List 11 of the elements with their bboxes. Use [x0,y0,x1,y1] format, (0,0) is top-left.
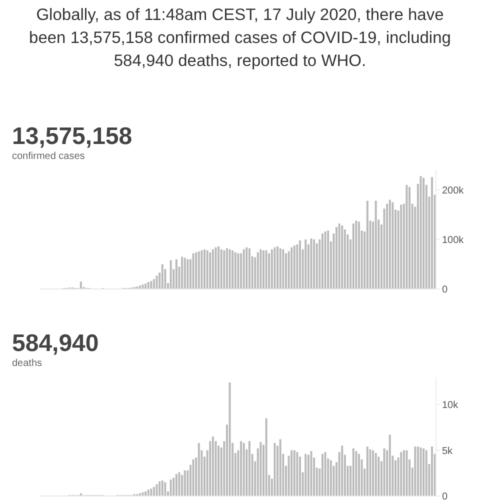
chart-subtitle: confirmed cases [12,151,86,163]
y-tick-label: 0 [442,284,448,296]
y-tick-label: 100k [442,234,465,246]
chart-subtitle: deaths [12,358,44,370]
text: Globally, as of 11:48am CEST, 17 July 2020, there have been 13,575,158 confirmed cases of COVID-19, including 584,940 deaths, reported to WHO. [28,5,452,72]
chart-title: 13,575,158 [12,123,134,151]
y-tick-label: 200k [442,185,465,196]
y-tick-label: 10k [442,400,460,412]
y-tick-label: 0 [442,492,448,502]
y-tick-label: 5k [442,446,454,457]
chart-title: 584,940 [12,330,100,358]
